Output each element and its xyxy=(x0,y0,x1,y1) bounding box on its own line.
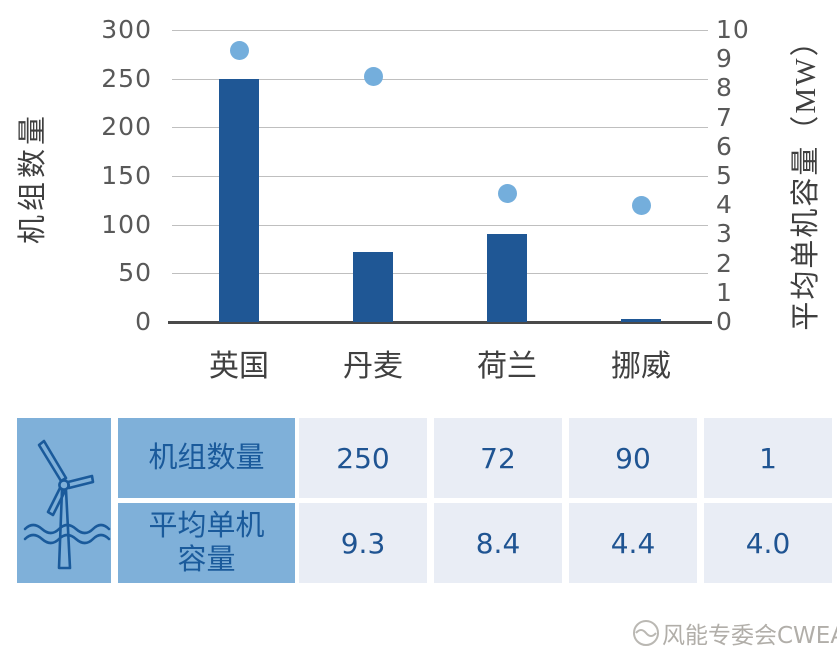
offshore-wind-turbine-icon xyxy=(17,418,111,583)
left-axis-tick-label: 250 xyxy=(101,63,152,93)
table-cell: 4.0 xyxy=(704,503,832,583)
x-axis-category-label: 英国 xyxy=(209,350,269,383)
watermark-text: 风能专委会CWEA xyxy=(662,623,837,649)
dual-axis-chart: 机组数量 平均单机容量（MW） 300 250 200 150 100 50 0 10 9 8 7 6… xyxy=(17,15,822,383)
table-row-header-capacity: 平均单机容量 xyxy=(118,503,295,583)
chart-bar xyxy=(353,251,393,322)
x-axis-category-label: 丹麦 xyxy=(343,350,403,383)
left-axis-title: 机组数量 xyxy=(17,112,49,245)
chart-bar xyxy=(487,234,527,322)
right-axis-tick-label: 5 xyxy=(716,161,733,190)
gridline xyxy=(172,78,708,80)
chart-scatter-point xyxy=(363,67,383,87)
left-axis-tick-label: 0 xyxy=(135,307,152,336)
right-axis-tick-label: 2 xyxy=(716,248,733,278)
right-axis-tick-label: 7 xyxy=(716,102,733,132)
table-cell: 9.3 xyxy=(299,503,427,583)
chart-bar xyxy=(219,78,259,322)
left-axis-tick-label: 200 xyxy=(101,112,152,142)
left-axis-tick-label: 300 xyxy=(101,15,152,44)
right-axis-title: 平均单机容量（MW） xyxy=(790,25,822,331)
right-axis-tick-label: 10 xyxy=(716,15,750,44)
table-cell: 72 xyxy=(434,418,562,498)
table-cell: 8.4 xyxy=(434,503,562,583)
gridline xyxy=(172,127,708,129)
chart-scatter-point xyxy=(631,195,651,215)
x-axis-category-label: 挪威 xyxy=(611,350,671,383)
gridline xyxy=(172,273,708,275)
gridline xyxy=(172,176,708,177)
table-cell: 90 xyxy=(569,418,697,498)
x-axis-category-label: 荷兰 xyxy=(477,350,537,383)
right-axis-tick-label: 3 xyxy=(716,219,733,249)
right-axis-tick-label: 8 xyxy=(716,73,733,103)
right-axis-tick-label: 4 xyxy=(716,190,733,220)
table-row-header-units: 机组数量 xyxy=(118,418,295,498)
chart-scatter-point xyxy=(229,40,249,60)
table-cell: 4.4 xyxy=(569,503,697,583)
left-axis-tick-label: 50 xyxy=(118,258,152,288)
right-axis-tick-label: 6 xyxy=(716,131,733,161)
gridline xyxy=(172,30,708,31)
left-axis-tick-label: 150 xyxy=(101,161,152,190)
gridline xyxy=(172,224,708,226)
watermark: 风能专委会CWEA xyxy=(630,615,837,651)
left-axis-tick-label: 100 xyxy=(101,209,152,239)
right-axis-tick-label: 1 xyxy=(716,277,733,307)
x-axis-line xyxy=(168,321,712,324)
right-axis-tick-label: 0 xyxy=(716,307,733,336)
cwea-logo-icon xyxy=(633,620,659,646)
right-axis-tick-label: 9 xyxy=(716,44,733,74)
table-cell: 1 xyxy=(704,418,832,498)
table-cell: 250 xyxy=(299,418,427,498)
chart-scatter-point xyxy=(497,184,517,204)
chart-bar xyxy=(621,319,661,322)
